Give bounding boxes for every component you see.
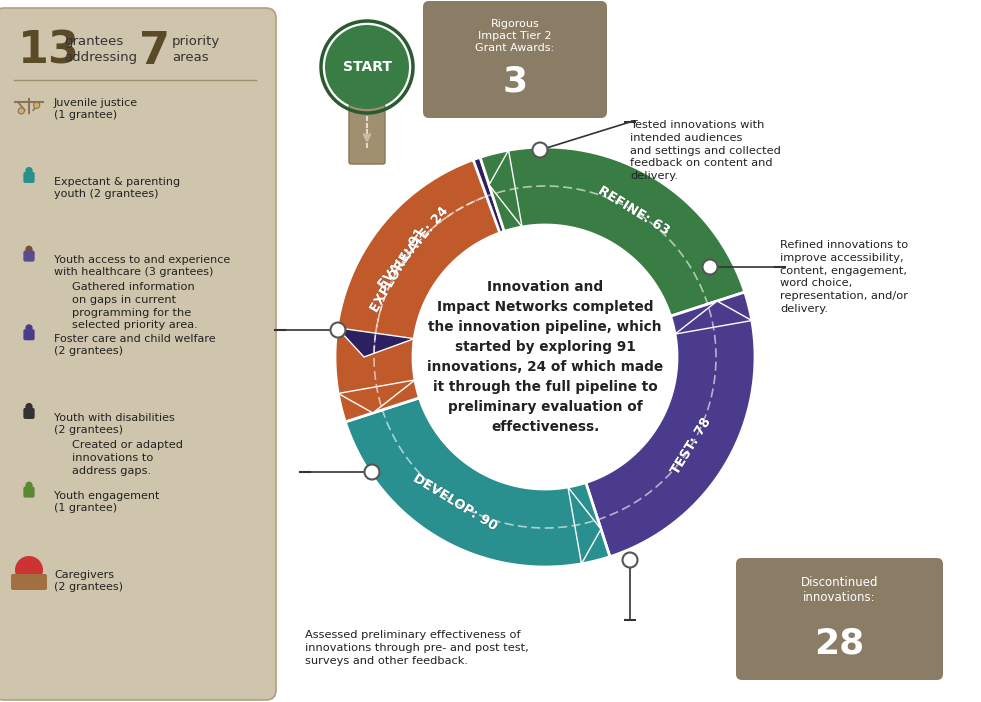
Text: 13: 13 [18, 30, 79, 73]
Circle shape [15, 556, 43, 584]
FancyBboxPatch shape [11, 574, 47, 590]
Text: Youth engagement
(1 grantee): Youth engagement (1 grantee) [54, 491, 159, 513]
Circle shape [26, 167, 32, 174]
Text: Innovation and
Impact Networks completed
the innovation pipeline, which
started : Innovation and Impact Networks completed… [427, 280, 663, 434]
FancyBboxPatch shape [24, 486, 34, 498]
Text: Youth with disabilities
(2 grantees): Youth with disabilities (2 grantees) [54, 413, 175, 435]
Text: Gathered information
on gaps in current
programming for the
selected priority ar: Gathered information on gaps in current … [72, 282, 198, 331]
Circle shape [331, 322, 345, 338]
FancyBboxPatch shape [24, 172, 34, 183]
Circle shape [330, 142, 760, 572]
Text: Created or adapted
innovations to
address gaps.: Created or adapted innovations to addres… [72, 440, 183, 475]
Text: Expectant & parenting
youth (2 grantees): Expectant & parenting youth (2 grantees) [54, 177, 181, 199]
Circle shape [365, 465, 380, 479]
Circle shape [26, 482, 32, 489]
FancyBboxPatch shape [24, 251, 34, 262]
Polygon shape [335, 157, 504, 357]
Polygon shape [586, 292, 755, 557]
Polygon shape [345, 398, 610, 567]
Text: DEVELOP: 90: DEVELOP: 90 [411, 472, 500, 534]
FancyBboxPatch shape [24, 408, 34, 419]
Text: EVALUATE: 24: EVALUATE: 24 [376, 204, 451, 292]
Text: 28: 28 [814, 626, 864, 660]
Text: Refined innovations to
improve accessibility,
content, engagement,
word choice,
: Refined innovations to improve accessibi… [780, 240, 908, 314]
Circle shape [26, 246, 32, 253]
Polygon shape [480, 147, 745, 316]
Circle shape [325, 25, 409, 109]
Circle shape [623, 552, 638, 567]
Text: Rigorous
Impact Tier 2
Grant Awards:: Rigorous Impact Tier 2 Grant Awards: [476, 19, 554, 53]
Text: START: START [342, 60, 391, 74]
Text: TEST: 78: TEST: 78 [668, 416, 713, 477]
Text: Youth access to and experience
with healthcare (3 grantees): Youth access to and experience with heal… [54, 256, 231, 277]
Polygon shape [335, 159, 500, 422]
Circle shape [33, 102, 40, 108]
Text: Discontinued
innovations:: Discontinued innovations: [800, 576, 878, 604]
Circle shape [533, 143, 547, 157]
Text: REFINE: 63: REFINE: 63 [595, 184, 673, 238]
Circle shape [702, 260, 717, 274]
Polygon shape [568, 487, 601, 564]
FancyBboxPatch shape [349, 105, 385, 164]
Text: Juvenile justice
(1 grantee): Juvenile justice (1 grantee) [54, 98, 138, 120]
Circle shape [415, 227, 675, 487]
Text: priority
areas: priority areas [172, 35, 221, 64]
Circle shape [26, 324, 32, 331]
FancyBboxPatch shape [736, 558, 943, 680]
Text: Assessed preliminary effectiveness of
innovations through pre- and post test,
su: Assessed preliminary effectiveness of in… [305, 630, 529, 665]
Polygon shape [337, 328, 414, 357]
Text: Tested innovations with
intended audiences
and settings and collected
feedback o: Tested innovations with intended audienc… [630, 120, 781, 181]
Polygon shape [675, 301, 751, 334]
Circle shape [19, 108, 25, 114]
Text: Foster care and child welfare
(2 grantees): Foster care and child welfare (2 grantee… [54, 334, 216, 356]
Text: EXPLORE: 91: EXPLORE: 91 [368, 226, 428, 315]
FancyBboxPatch shape [0, 8, 276, 700]
FancyBboxPatch shape [24, 329, 34, 340]
Polygon shape [490, 150, 522, 227]
FancyBboxPatch shape [423, 1, 607, 118]
Text: grantees
addressing: grantees addressing [64, 35, 137, 64]
Polygon shape [338, 380, 415, 413]
Circle shape [26, 403, 32, 410]
Text: Caregivers
(2 grantees): Caregivers (2 grantees) [54, 570, 123, 592]
Text: 3: 3 [502, 64, 528, 98]
Text: 7: 7 [139, 30, 170, 73]
